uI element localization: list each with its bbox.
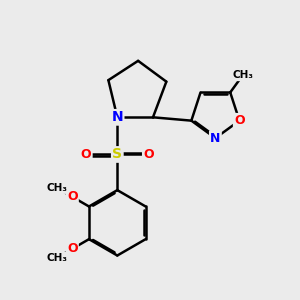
Text: S: S	[112, 148, 122, 161]
Text: O: O	[67, 190, 78, 203]
Text: O: O	[234, 114, 245, 127]
Text: O: O	[143, 148, 154, 161]
Text: N: N	[210, 132, 220, 145]
Text: CH₃: CH₃	[46, 183, 67, 193]
Text: N: N	[112, 110, 123, 124]
Text: O: O	[67, 242, 78, 255]
Text: CH₃: CH₃	[232, 70, 253, 80]
Text: CH₃: CH₃	[46, 253, 67, 263]
Text: O: O	[81, 148, 92, 161]
